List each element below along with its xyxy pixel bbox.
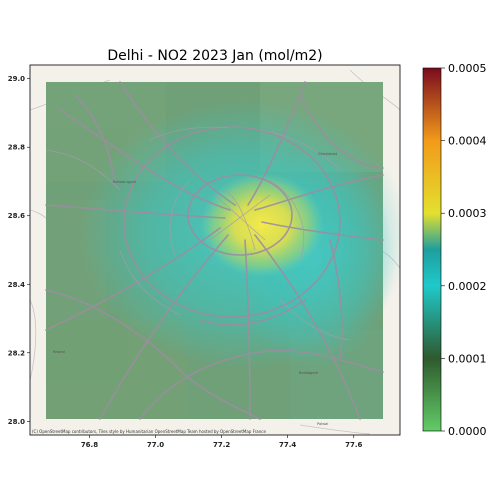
y-tick-label: 28.8 [8,144,25,152]
x-tick-label: 76.8 [81,441,98,449]
y-tick-label: 28.6 [8,212,25,220]
x-tick-label: 77.0 [147,441,164,449]
colorbar-tick-label: 0.0002 [448,280,487,293]
svg-text:Palwal: Palwal [317,422,328,426]
svg-text:Ballabgarh: Ballabgarh [299,371,318,375]
svg-text:Bahadurgarh: Bahadurgarh [113,180,136,184]
svg-text:Rewari: Rewari [53,350,65,354]
map-title: Delhi - NO2 2023 Jan (mol/m2) [107,48,322,64]
colorbar-tick-label: 0.0001 [448,352,487,365]
colorbar-tick-label: 0.0005 [448,62,487,75]
road-network-minor [45,126,351,341]
colorbar [422,67,442,432]
svg-text:Ghaziabad: Ghaziabad [318,152,337,156]
map-panel: Bahadurgarh Ghaziabad Rewari Ballabgarh … [30,65,400,435]
y-tick-label: 28.0 [8,418,25,426]
road-network [45,81,384,420]
x-axis: 76.8 77.0 77.2 77.4 77.6 [81,435,363,449]
x-tick-label: 77.6 [345,441,362,449]
x-tick-label: 77.2 [213,441,230,449]
colorbar-axis: 0.0000 0.0001 0.0002 0.0003 0.0004 0.0005 [441,62,487,438]
y-axis: 28.0 28.2 28.4 28.6 28.8 29.0 [8,75,30,426]
y-tick-label: 29.0 [8,75,25,83]
y-tick-label: 28.2 [8,349,25,357]
map-attribution: (C) OpenStreetMap contributors, Tiles st… [32,429,266,434]
x-tick-label: 77.4 [279,441,296,449]
place-labels: Bahadurgarh Ghaziabad Rewari Ballabgarh … [53,152,337,426]
colorbar-tick-label: 0.0004 [448,135,487,148]
colorbar-tick-label: 0.0003 [448,207,487,220]
colorbar-tick-label: 0.0000 [448,425,487,438]
y-tick-label: 28.4 [8,281,25,289]
no2-hotspot [200,173,324,277]
map-frame [29,64,401,436]
